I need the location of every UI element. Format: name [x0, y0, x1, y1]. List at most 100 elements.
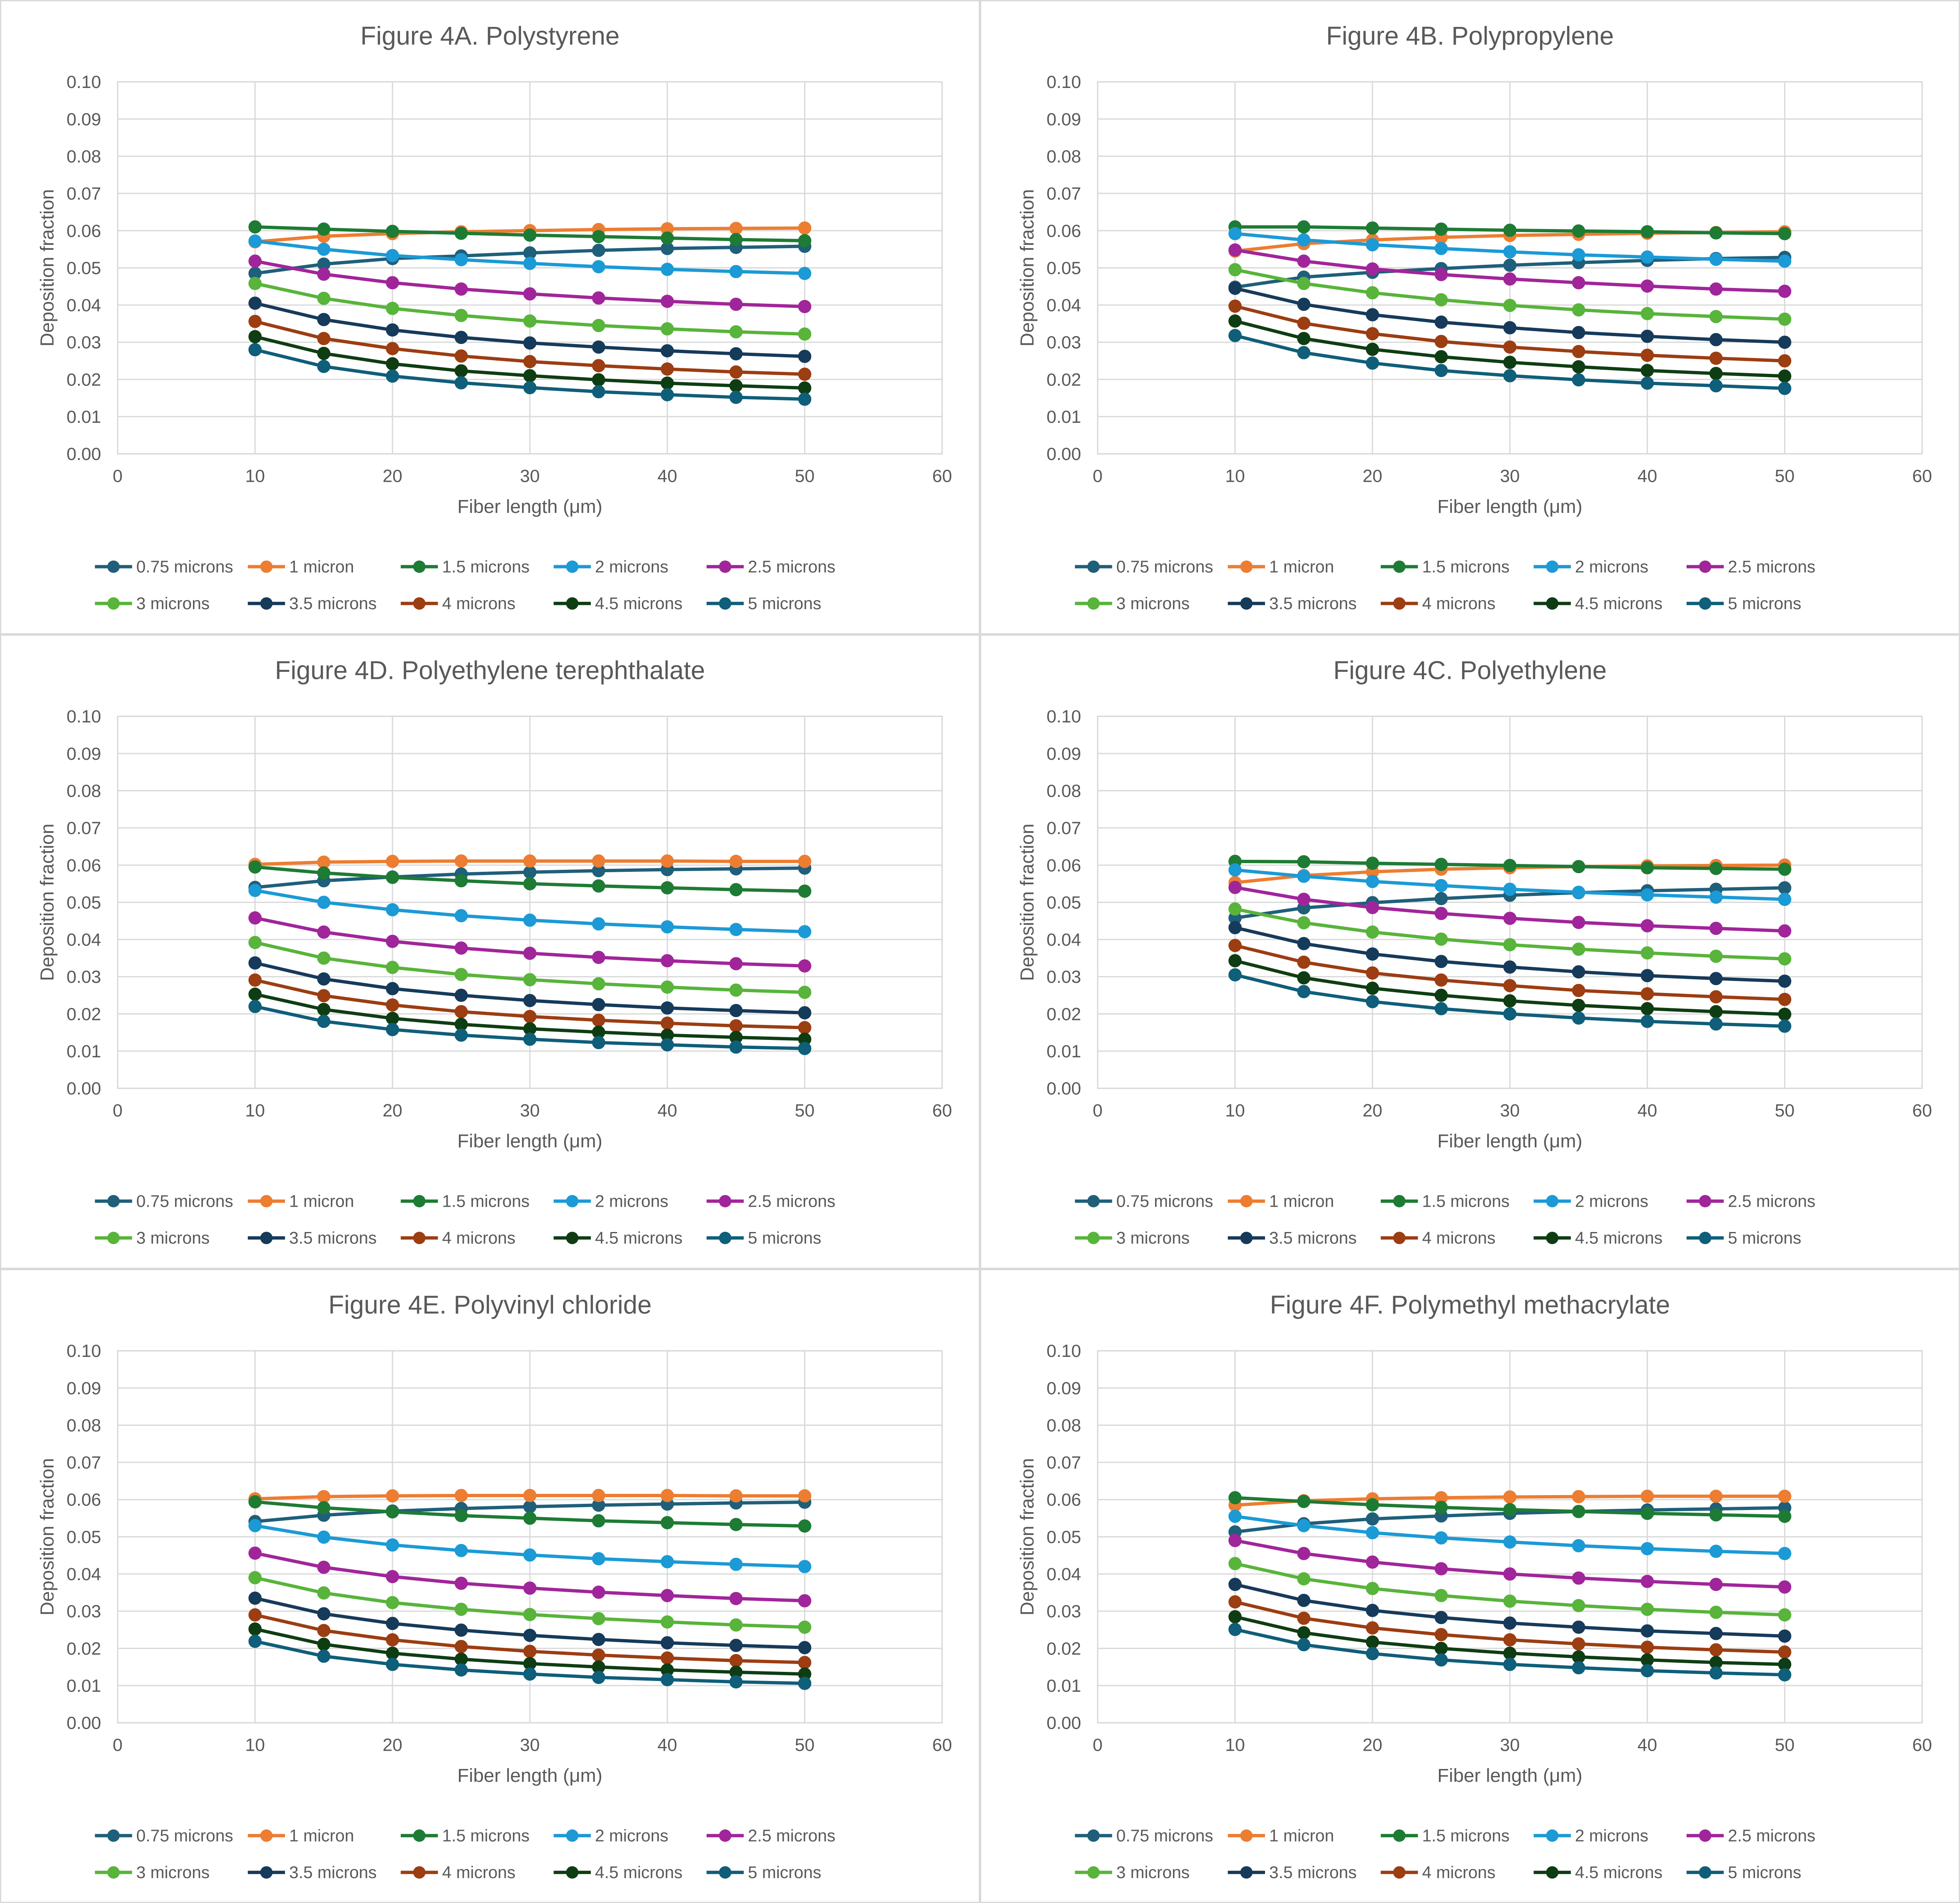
data-point-3-5-microns [1641, 329, 1654, 343]
legend-swatch-marker [107, 560, 120, 573]
series-5-microns [1228, 1622, 1792, 1681]
data-point-4-microns [1778, 993, 1792, 1006]
data-point-5-microns [729, 1040, 743, 1054]
y-tick-label: 0.02 [1046, 1639, 1081, 1659]
series-2-5-microns [248, 254, 812, 313]
data-point-2-microns [385, 249, 399, 262]
series-1-micron [248, 1489, 812, 1505]
data-point-4-microns [1503, 1633, 1517, 1647]
series-2-5-microns [248, 911, 812, 973]
x-tick-label: 10 [245, 466, 265, 486]
data-point-2-5-microns [317, 267, 331, 281]
data-point-1-5-microns [1503, 223, 1517, 237]
data-point-2-5-microns [1572, 915, 1585, 929]
data-point-1-5-microns [385, 871, 399, 884]
data-point-2-5-microns [454, 1576, 468, 1590]
legend-swatch-marker [1087, 1195, 1100, 1208]
legend-entry-0-75-microns: 0.75 microns [1075, 1826, 1213, 1845]
data-point-2-5-microns [1503, 912, 1517, 925]
legend-entry-2-5-microns: 2.5 microns [706, 1192, 836, 1211]
y-tick-label: 0.02 [1046, 1004, 1081, 1024]
data-point-1-5-microns [1572, 860, 1585, 873]
chart-svg-polyvinyl-chloride: Figure 4E. Polyvinyl chloride 0.00 0.01 0.0… [37, 1291, 952, 1882]
legend-entry-4-microns: 4 microns [1380, 1228, 1495, 1247]
data-point-4-5-microns [1228, 314, 1242, 328]
data-point-4-microns [1572, 345, 1585, 359]
legend-label: 3.5 microns [289, 1228, 377, 1247]
data-point-4-5-microns [1503, 1647, 1517, 1660]
data-point-2-microns [385, 903, 399, 917]
chart-svg-polymethyl-methacrylate: Figure 4F. Polymethyl methacrylate 0.00 0.… [1017, 1291, 1932, 1882]
data-point-4-microns [1503, 340, 1517, 354]
legend-label: 1 micron [289, 1826, 354, 1845]
y-tick-label: 0.03 [1046, 1602, 1081, 1622]
plot-area [117, 81, 943, 455]
y-tick-label: 0.07 [66, 1453, 101, 1473]
series-2-5-microns [1228, 243, 1792, 298]
legend-label: 3 microns [136, 1863, 210, 1882]
data-point-3-microns [523, 1608, 537, 1621]
plot-area [117, 715, 943, 1089]
series-2-microns [1228, 863, 1792, 906]
x-tick-label: 0 [1093, 1735, 1103, 1755]
data-point-2-5-microns [1709, 1578, 1723, 1591]
data-point-2-5-microns [385, 934, 399, 948]
data-point-1-micron [798, 854, 812, 868]
legend-swatch-marker [719, 1829, 731, 1842]
y-tick-label: 0.02 [66, 370, 101, 390]
chart-title: Figure 4F. Polymethyl methacrylate [1270, 1291, 1670, 1320]
x-tick-label: 0 [1093, 1100, 1103, 1120]
data-point-3-microns [385, 961, 399, 974]
data-point-2-microns [1434, 1531, 1448, 1545]
legend-entry-3-5-microns: 3.5 microns [248, 594, 377, 613]
data-point-3-5-microns [385, 323, 399, 337]
legend-entry-1-micron: 1 micron [1228, 1826, 1334, 1845]
y-tick-label: 0.07 [1046, 184, 1081, 204]
data-point-3-5-microns [1709, 333, 1723, 346]
data-point-4-5-microns [1434, 988, 1448, 1002]
data-point-2-microns [592, 917, 605, 931]
y-tick-label: 0.05 [1046, 893, 1081, 912]
data-point-4-microns [661, 1016, 674, 1030]
legend-swatch-marker [1393, 597, 1406, 610]
series-3-microns [248, 277, 812, 341]
legend-swatch-marker [1393, 1866, 1406, 1879]
data-point-2-microns [1228, 863, 1242, 877]
legend-swatch-marker [260, 1829, 273, 1842]
y-tick-label: 0.03 [1046, 333, 1081, 353]
series-4-5-microns [248, 1622, 812, 1681]
data-point-2-5-microns [1228, 881, 1242, 894]
series-2-microns [248, 1519, 812, 1574]
y-tick-label: 0.02 [66, 1004, 101, 1024]
data-point-3-5-microns [317, 313, 331, 327]
legend-label: 2.5 microns [1728, 557, 1816, 576]
legend-swatch-marker [1699, 560, 1711, 573]
data-point-4-microns [1572, 1637, 1585, 1651]
data-point-1-5-microns [1572, 224, 1585, 238]
x-axis-label: Fiber length (μm) [457, 1130, 602, 1152]
x-tick-label: 0 [1093, 466, 1103, 486]
data-point-1-micron [523, 1489, 537, 1502]
data-point-5-microns [317, 1015, 331, 1028]
data-point-5-microns [1778, 1020, 1792, 1033]
legend-swatch-marker [1240, 597, 1253, 610]
legend-swatch-marker [107, 1829, 120, 1842]
data-point-2-5-microns [1228, 1534, 1242, 1547]
data-point-3-5-microns [592, 998, 605, 1011]
data-point-5-microns [1572, 1661, 1585, 1674]
series-5-microns [248, 1635, 812, 1690]
series-2-5-microns [1228, 1534, 1792, 1594]
data-point-4-microns [385, 998, 399, 1012]
data-point-3-microns [1572, 1599, 1585, 1613]
data-point-4-5-microns [1365, 1635, 1379, 1649]
data-point-5-microns [1434, 364, 1448, 377]
data-point-2-5-microns [1297, 254, 1311, 268]
data-point-1-5-microns [317, 1501, 331, 1515]
data-point-2-5-microns [317, 925, 331, 939]
data-point-3-microns [798, 986, 812, 999]
data-point-4-5-microns [248, 987, 262, 1001]
legend-entry-2-microns: 2 microns [1533, 1192, 1648, 1211]
data-point-5-microns [1297, 346, 1311, 359]
legend-label: 4 microns [1422, 1228, 1495, 1247]
data-point-5-microns [1297, 1638, 1311, 1652]
